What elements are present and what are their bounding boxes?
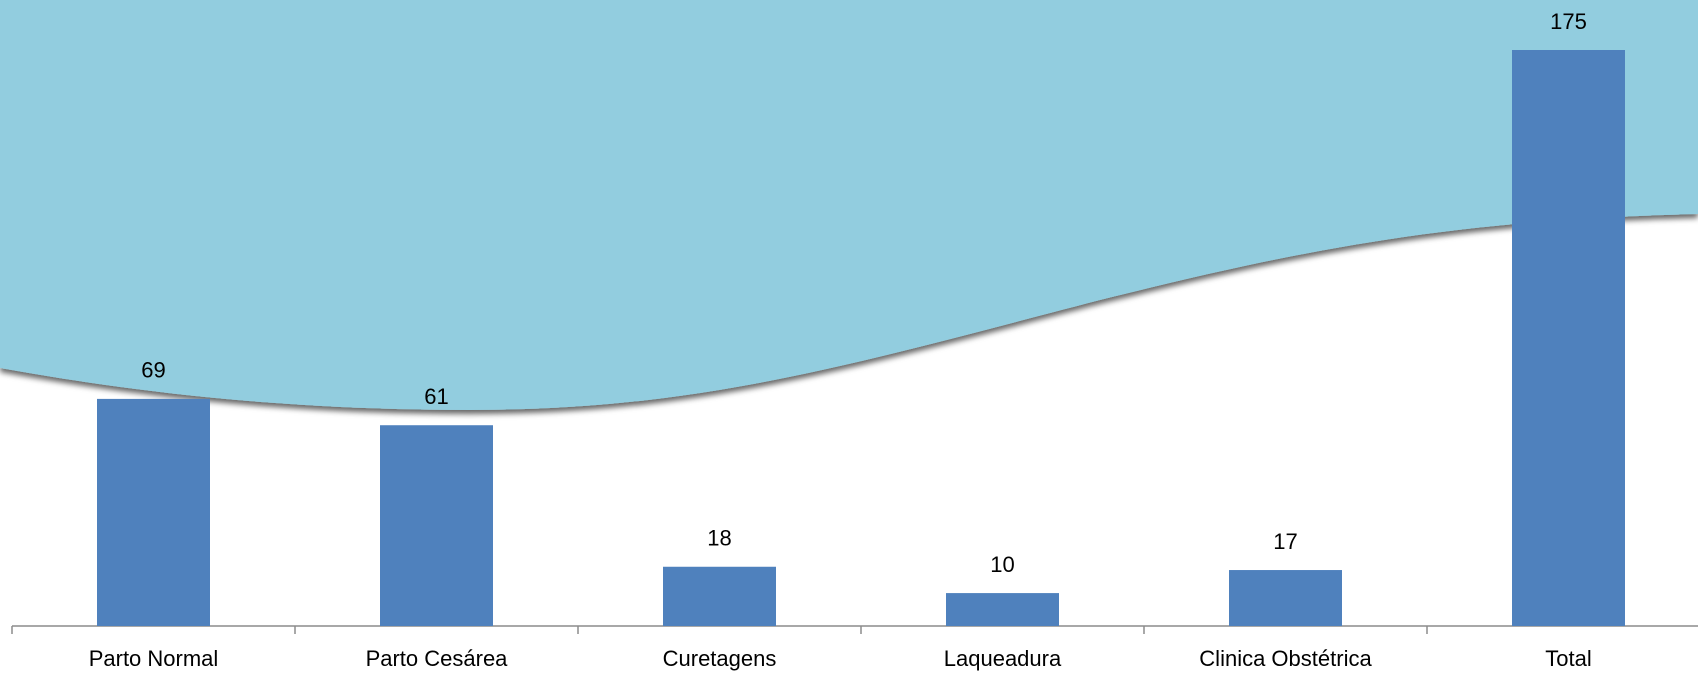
value-label: 18 — [707, 526, 731, 551]
value-label: 61 — [424, 384, 448, 409]
background-wave — [0, 0, 1698, 410]
x-tick-label: Clinica Obstétrica — [1199, 646, 1372, 671]
bar — [97, 398, 210, 626]
x-tick-label: Parto Cesárea — [366, 646, 509, 671]
value-label: 17 — [1273, 529, 1297, 554]
bar — [380, 425, 493, 626]
value-label: 175 — [1550, 9, 1587, 34]
bar — [946, 593, 1059, 626]
bar — [663, 566, 776, 626]
x-tick-label: Laqueadura — [944, 646, 1062, 671]
x-tick-label: Curetagens — [663, 646, 777, 671]
x-tick-label: Parto Normal — [89, 646, 219, 671]
value-label: 69 — [141, 358, 165, 383]
bar — [1512, 50, 1625, 626]
value-label: 10 — [990, 552, 1014, 577]
x-tick-label: Total — [1545, 646, 1591, 671]
bar — [1229, 570, 1342, 626]
